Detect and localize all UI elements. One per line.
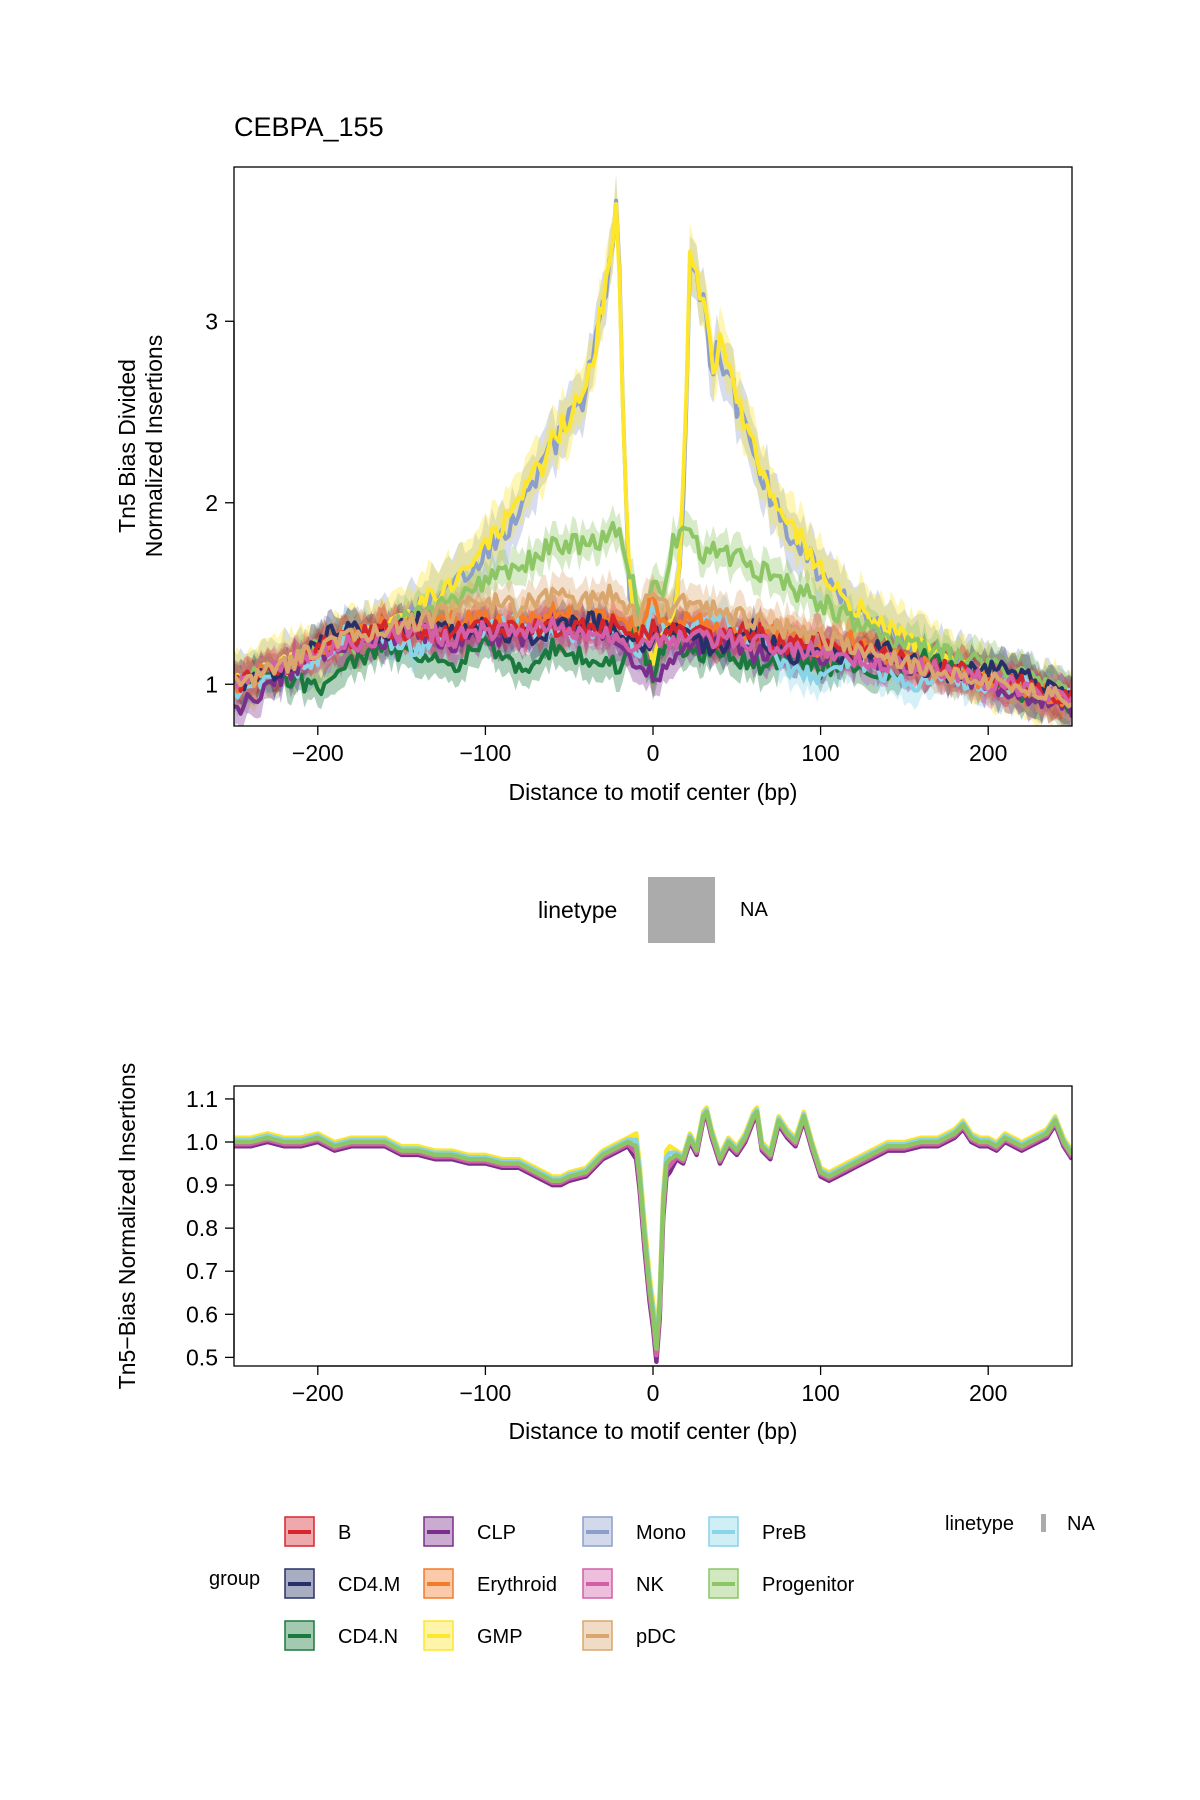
legend-item-cd4-n: CD4.N (284, 1620, 398, 1651)
linetype-legend-middle-title: linetype (538, 897, 617, 923)
x-tick-label: 200 (969, 1380, 1007, 1406)
legend-item-nk: NK (582, 1568, 664, 1599)
legend-label-progenitor: Progenitor (762, 1574, 855, 1596)
linetype-legend-bottom-value: NA (1067, 1513, 1095, 1535)
top-series-line-nk (234, 616, 1072, 706)
legend-item-progenitor: Progenitor (708, 1568, 855, 1599)
top-series-line-pdc (234, 583, 1072, 709)
linetype-legend-middle-key (648, 877, 715, 943)
x-tick-label: −200 (292, 1380, 344, 1406)
y-tick-label: 1 (205, 671, 218, 697)
y-tick-label: 0.6 (186, 1301, 218, 1327)
x-tick-label: 100 (801, 1380, 839, 1406)
legend-item-gmp: GMP (423, 1620, 523, 1651)
y-tick-label: 1.1 (186, 1086, 218, 1112)
top-y-axis-label-line-1: Tn5 Bias Divided (114, 359, 140, 533)
legend-item-clp: CLP (423, 1516, 516, 1547)
y-tick-label: 3 (205, 308, 218, 334)
y-tick-label: 0.8 (186, 1215, 218, 1241)
legend-label-erythroid: Erythroid (477, 1574, 557, 1596)
legend-item-b: B (284, 1516, 351, 1547)
top-plot-lines (234, 198, 1072, 718)
legend-label-cd4-m: CD4.M (338, 1574, 400, 1596)
top-x-axis-label: Distance to motif center (bp) (509, 779, 798, 805)
legend-item-cd4-m: CD4.M (284, 1568, 400, 1599)
bottom-y-axis-label: Tn5−Bias Normalized Insertions (114, 1063, 140, 1390)
y-tick-label: 2 (205, 490, 218, 516)
bottom-x-axis-label: Distance to motif center (bp) (509, 1418, 798, 1444)
top-x-axis: −200 −100 0 100 200 (292, 725, 1007, 766)
y-tick-label: 0.5 (186, 1344, 218, 1370)
y-tick-label: 0.7 (186, 1258, 218, 1284)
x-tick-label: 100 (801, 740, 839, 766)
legend-label-pdc: pDC (636, 1626, 676, 1648)
legend-label-nk: NK (636, 1574, 664, 1596)
y-tick-label: 1.0 (186, 1129, 218, 1155)
bottom-y-axis: 0.5 0.6 0.7 0.8 0.9 1.0 1.1 (186, 1086, 235, 1370)
linetype-legend-middle-value: NA (740, 899, 768, 921)
group-legend: group linetype NA B CD4.M CD4.N CLP Erythroi… (209, 1513, 1095, 1651)
legend-item-erythroid: Erythroid (423, 1568, 557, 1599)
legend-label-cd4-n: CD4.N (338, 1626, 398, 1648)
legend-label-gmp: GMP (477, 1626, 523, 1648)
top-y-axis: 1 2 3 (205, 308, 235, 697)
linetype-legend-bottom-title: linetype (945, 1513, 1014, 1535)
group-legend-title: group (209, 1568, 260, 1590)
legend-item-mono: Mono (582, 1516, 686, 1547)
x-tick-label: 200 (969, 740, 1007, 766)
x-tick-label: −100 (459, 740, 511, 766)
x-tick-label: 0 (647, 1380, 660, 1406)
y-tick-label: 0.9 (186, 1172, 218, 1198)
legend-item-pdc: pDC (582, 1620, 676, 1651)
linetype-legend-middle: linetype NA (538, 877, 768, 943)
top-chart-title: CEBPA_155 (234, 112, 384, 142)
legend-label-preb: PreB (762, 1522, 806, 1544)
legend-label-clp: CLP (477, 1522, 516, 1544)
legend-label-b: B (338, 1522, 351, 1544)
linetype-legend-bottom-key (1041, 1514, 1046, 1532)
bottom-series-line-progenitor (234, 1109, 1072, 1352)
bottom-x-axis: −200 −100 0 100 200 (292, 1365, 1007, 1406)
legend-item-preb: PreB (708, 1516, 806, 1547)
legend-label-mono: Mono (636, 1522, 686, 1544)
bottom-plot-lines (234, 1105, 1072, 1364)
top-band-erythroid (234, 578, 1072, 722)
x-tick-label: 0 (647, 740, 660, 766)
top-y-axis-label-line-2: Normalized Insertions (141, 335, 167, 557)
x-tick-label: −100 (459, 1380, 511, 1406)
x-tick-label: −200 (292, 740, 344, 766)
